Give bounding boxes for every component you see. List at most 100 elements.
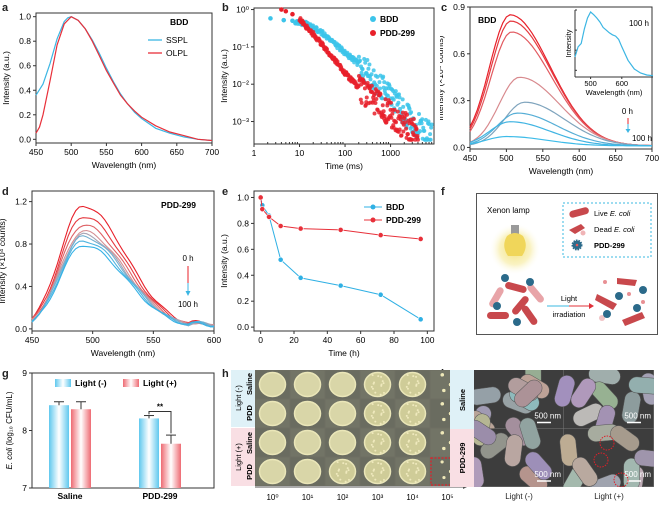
data-point bbox=[396, 100, 401, 105]
colony bbox=[336, 474, 339, 477]
light-irradiation-arrow: Light irradiation bbox=[547, 294, 594, 319]
dead-bacteria-group bbox=[595, 278, 645, 326]
data-point bbox=[404, 112, 409, 117]
significance-bracket bbox=[148, 411, 172, 434]
legend-marker-pdd-299 bbox=[370, 217, 376, 223]
pdd299-particle-icon bbox=[571, 239, 583, 251]
x-axis-label: Wavelength (nm) bbox=[91, 348, 156, 358]
colony bbox=[442, 446, 446, 451]
data-point bbox=[377, 86, 382, 91]
data-point bbox=[283, 8, 289, 14]
legend-label-olpl: OLPL bbox=[166, 48, 188, 58]
x-tick-label: 80 bbox=[389, 335, 399, 345]
significance-label: ** bbox=[157, 403, 164, 412]
data-point bbox=[358, 97, 363, 102]
colony-plate-r3-c0 bbox=[255, 457, 290, 486]
data-point bbox=[415, 134, 420, 139]
colony bbox=[382, 420, 385, 423]
colony-plate-r1-c4 bbox=[395, 399, 430, 428]
row-label-pdd-2: PDD bbox=[245, 464, 254, 480]
colony bbox=[415, 462, 418, 465]
bar-saline-light-off bbox=[49, 405, 69, 488]
annotation-0h: 0 h bbox=[622, 107, 633, 116]
y-axis-label: E. coli (log₁₀ CFU/mL) bbox=[5, 391, 14, 469]
data-point-pdd-299 bbox=[297, 225, 304, 232]
colony bbox=[406, 474, 409, 477]
data-point bbox=[359, 70, 364, 75]
light-on-band bbox=[231, 428, 255, 486]
colony bbox=[382, 440, 385, 443]
colony bbox=[442, 475, 446, 480]
data-point bbox=[396, 92, 401, 97]
colony bbox=[415, 375, 418, 378]
x-tick-label: 20 bbox=[289, 335, 299, 345]
x-tick-label: 500 bbox=[86, 335, 100, 345]
data-point bbox=[429, 122, 434, 127]
legend-label-pdd-299: PDD-299 bbox=[380, 28, 415, 38]
colony-plates-grid bbox=[255, 370, 465, 486]
y-tick-label: 0.9 bbox=[453, 2, 465, 12]
colony-spot bbox=[293, 429, 322, 456]
legend-label-light-off: Light (-) bbox=[75, 378, 107, 388]
colony bbox=[405, 385, 408, 388]
y-tick-label: 9 bbox=[22, 368, 27, 378]
data-point-pdd-299 bbox=[266, 214, 272, 220]
data-point-pdd-299 bbox=[259, 206, 266, 213]
panel-label-a: a bbox=[2, 2, 9, 14]
colony bbox=[336, 461, 339, 464]
dilution-label: 10³ bbox=[372, 493, 384, 502]
colony bbox=[415, 384, 418, 387]
data-point bbox=[324, 47, 329, 52]
chart-a-spectra: 450 500 550 600 650 700 0.0 0.2 0.4 0.6 0.8 1.0 Wave… bbox=[1, 12, 219, 170]
x-tick-label: 1000 bbox=[381, 148, 400, 158]
colony bbox=[371, 387, 374, 390]
colony bbox=[374, 420, 377, 423]
svg-text:Live E. coli: Live E. coli bbox=[594, 209, 631, 218]
data-point bbox=[397, 127, 402, 132]
data-point bbox=[391, 97, 396, 102]
y-tick-label: 0.6 bbox=[19, 61, 31, 71]
colony bbox=[415, 442, 418, 445]
data-point bbox=[372, 111, 377, 116]
xenon-lamp-icon bbox=[489, 223, 541, 275]
x-tick-label: 500 bbox=[499, 153, 513, 163]
chart-title: PDD-299 bbox=[161, 200, 196, 210]
data-point-bdd bbox=[417, 316, 424, 323]
data-point bbox=[407, 106, 412, 111]
data-point bbox=[374, 96, 379, 101]
inset-x-tick-label: 600 bbox=[616, 79, 629, 88]
colony bbox=[405, 414, 408, 417]
colony bbox=[414, 422, 417, 425]
data-point bbox=[279, 7, 284, 12]
colony bbox=[381, 380, 384, 383]
data-point bbox=[390, 111, 395, 116]
colony bbox=[382, 391, 385, 394]
x-tick-label: 100 bbox=[338, 148, 352, 158]
colony bbox=[415, 413, 418, 416]
series-line-olpl bbox=[35, 15, 213, 142]
live-bacteria-icon bbox=[569, 207, 589, 218]
colony bbox=[371, 445, 374, 448]
colony bbox=[377, 433, 380, 436]
data-point bbox=[418, 129, 423, 134]
colony bbox=[373, 410, 376, 413]
y-tick-label: 0.0 bbox=[453, 142, 465, 152]
colony bbox=[406, 387, 409, 390]
data-point bbox=[362, 57, 367, 62]
colony-plate-r3-c3 bbox=[360, 457, 395, 486]
colony bbox=[409, 449, 412, 452]
bacterium-cell bbox=[570, 378, 597, 408]
y-tick-label: 0.4 bbox=[237, 270, 249, 280]
colony bbox=[408, 410, 411, 413]
data-point-pdd-299 bbox=[417, 236, 424, 242]
y-axis-label: Intensity (×10⁴ counts) bbox=[0, 218, 7, 303]
colony bbox=[417, 382, 420, 385]
time-arrow-head bbox=[185, 291, 191, 296]
plot-frame bbox=[253, 7, 435, 145]
colony bbox=[414, 393, 417, 396]
plot-frame bbox=[31, 190, 215, 332]
series-points-pdd-299 bbox=[279, 7, 420, 142]
x-tick-label: 600 bbox=[572, 153, 586, 163]
colony bbox=[373, 381, 376, 384]
data-point bbox=[428, 137, 433, 142]
